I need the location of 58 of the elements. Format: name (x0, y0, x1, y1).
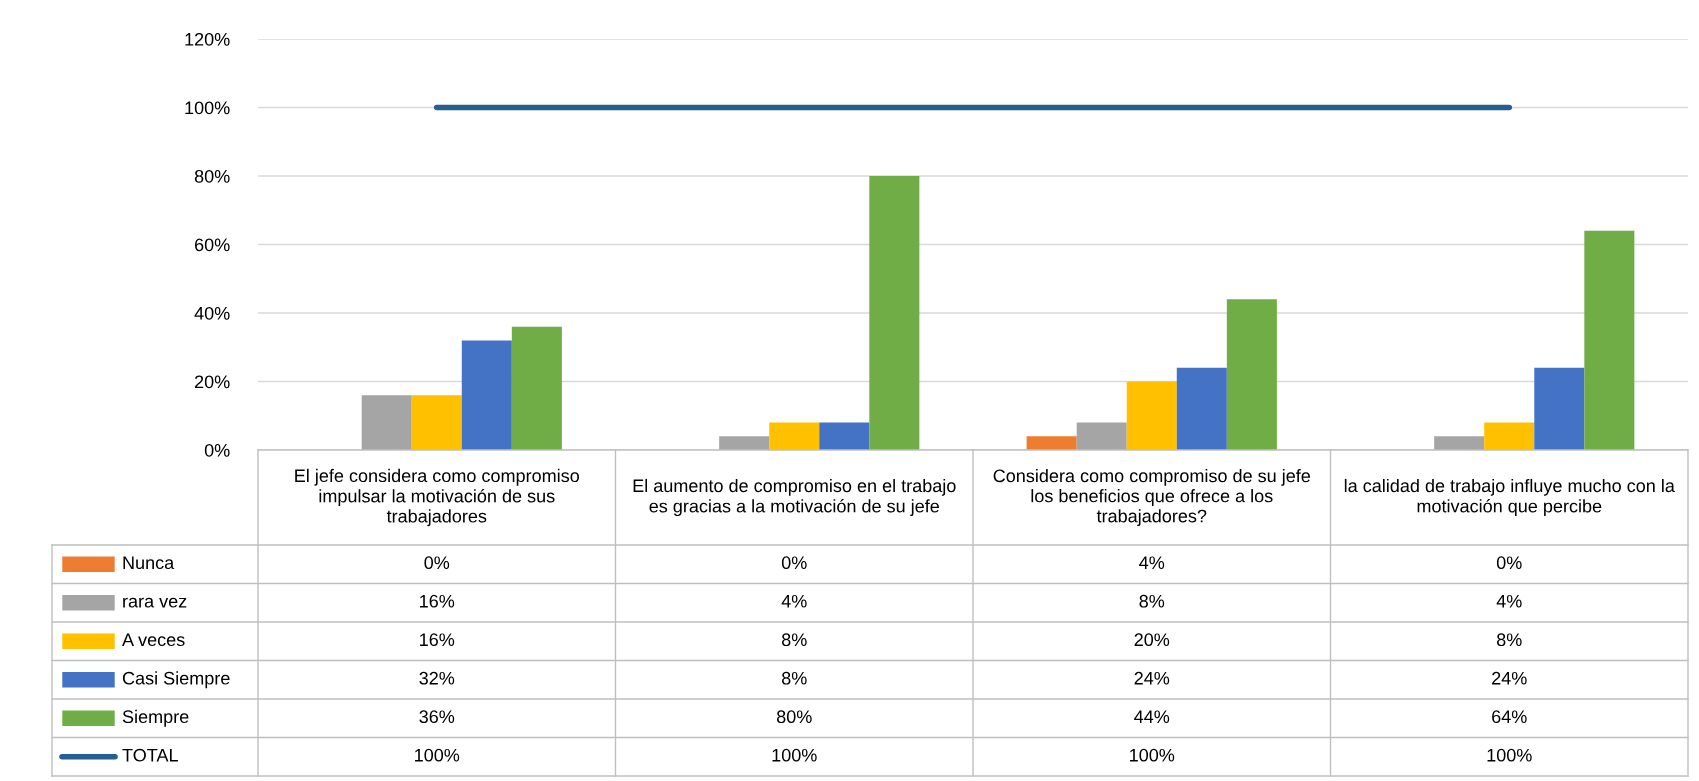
data-label: 4% (1496, 594, 1522, 608)
data-label: 32% (419, 671, 455, 685)
data-label: 8% (781, 633, 807, 647)
y-tick-label: 40% (194, 306, 230, 320)
bar (511, 326, 562, 450)
y-tick-label: 60% (195, 238, 230, 252)
legend-label: rara vez (123, 597, 187, 608)
bar (1434, 436, 1485, 450)
legend-label: TOTAL (122, 748, 178, 762)
legend-label: A veces (122, 633, 185, 647)
data-label: 0% (424, 556, 450, 570)
legend-label: Nunca (123, 556, 175, 570)
x-tick-label: Considera como compromiso de su jefe los beneficios que ofrece a los trabajadores? (993, 468, 1311, 527)
data-label: 80% (776, 710, 812, 724)
data-label: 36% (419, 710, 455, 724)
data-label: 44% (1134, 710, 1170, 724)
bar (1484, 422, 1535, 450)
bar (869, 176, 920, 450)
y-tick-label: 20% (194, 375, 230, 389)
bar (1026, 436, 1077, 450)
bar (1076, 422, 1127, 450)
bar (1176, 367, 1227, 450)
y-tick-label: 80% (194, 169, 230, 183)
data-label: 100% (1130, 748, 1175, 762)
y-tick-label: 0% (204, 443, 230, 457)
data-label: 4% (781, 594, 807, 608)
data-label: 4% (1139, 556, 1165, 570)
bar (461, 340, 512, 450)
data-label: 16% (420, 594, 455, 608)
bar (361, 395, 412, 450)
bar (1126, 381, 1177, 450)
legend-label: Casi Siempre (122, 671, 230, 689)
x-tick-label: El jefe considera como compromiso impulsar la motivación de sus trabajadores (295, 468, 579, 527)
data-label: 64% (1492, 710, 1527, 724)
data-label: 8% (1496, 633, 1522, 647)
bar (411, 395, 462, 450)
data-label: 0% (1496, 556, 1522, 570)
bar (819, 422, 870, 450)
data-label: 100% (772, 748, 817, 762)
bar (1534, 367, 1585, 450)
bar (769, 422, 820, 450)
x-tick-label: la calidad de trabajo influye mucho con la motivación que percibe (1344, 478, 1675, 517)
bar (1584, 230, 1635, 450)
legend-label: Siempre (122, 709, 189, 727)
bar (1226, 299, 1277, 450)
data-label: 0% (781, 556, 807, 570)
data-label: 100% (1487, 748, 1532, 762)
bar (719, 436, 770, 450)
y-tick-label: 120% (185, 32, 230, 46)
data-label: 24% (1134, 671, 1170, 685)
data-label: 8% (1139, 594, 1165, 608)
x-tick-label: El aumento de compromiso en el trabajo es gracias a la motivación de su jefe (633, 478, 956, 517)
data-label: 8% (781, 671, 807, 685)
data-label: 20% (1134, 633, 1170, 647)
data-label: 16% (420, 633, 455, 647)
y-tick-label: 100% (185, 101, 230, 115)
data-label: 24% (1492, 671, 1527, 685)
data-label: 100% (415, 748, 460, 762)
